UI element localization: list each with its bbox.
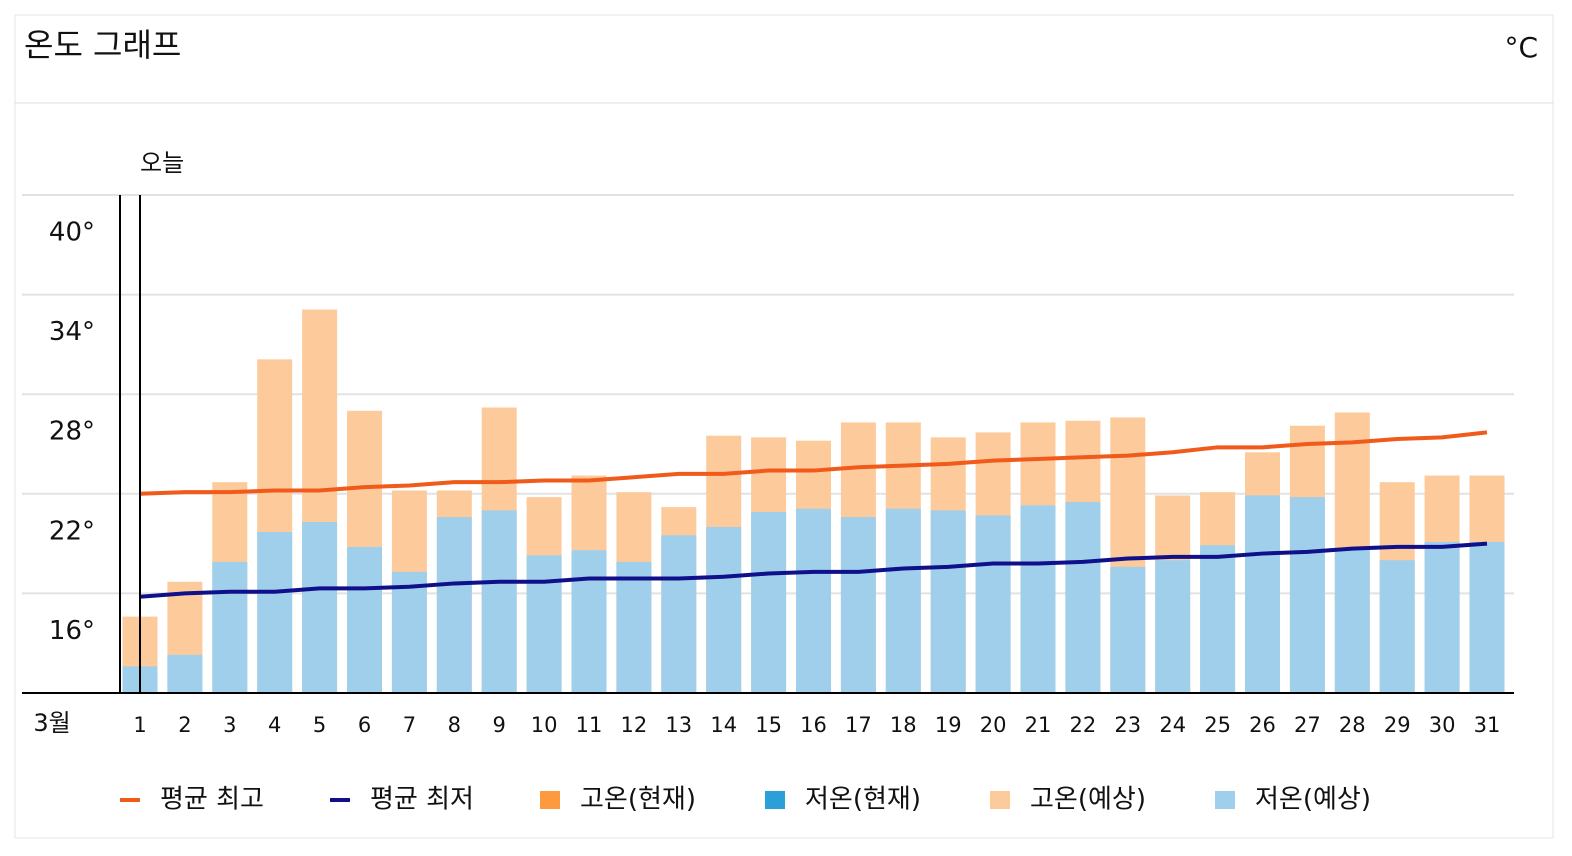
x-tick-label: 2: [178, 713, 191, 737]
bar: [302, 522, 338, 693]
line: [139, 430, 1488, 496]
bars: [122, 309, 1505, 693]
x-tick-label: 30: [1429, 713, 1456, 737]
bar: [751, 512, 787, 693]
x-tick-label: 13: [665, 713, 692, 737]
line: [139, 541, 1488, 599]
bar: [167, 654, 203, 693]
bar: [661, 535, 697, 693]
x-tick-label: 6: [358, 713, 371, 737]
x-tick-label: 4: [268, 713, 281, 737]
y-tick-label: 34°: [49, 317, 95, 347]
bar: [347, 546, 382, 693]
x-tick-label: 22: [1070, 713, 1097, 737]
x-tick-label: 28: [1339, 713, 1366, 737]
bar: [1379, 560, 1415, 693]
legend-label: 고온(현재): [580, 785, 696, 815]
bar: [1065, 502, 1101, 693]
bar: [257, 531, 293, 693]
bar: [1200, 545, 1236, 693]
bar: [885, 508, 921, 693]
bar: [391, 571, 427, 693]
y-tick-label: 40°: [49, 218, 95, 248]
bar: [571, 550, 607, 693]
x-tick-label: 12: [621, 713, 648, 737]
month-label: 3월: [33, 709, 70, 737]
chart-title: 온도 그래프: [24, 26, 181, 64]
x-tick-label: 25: [1204, 713, 1231, 737]
x-tick-label: 31: [1474, 713, 1501, 737]
bar: [1469, 541, 1505, 693]
x-tick-label: 20: [980, 713, 1007, 737]
legend-label: 평균 최고: [160, 785, 264, 815]
bar: [975, 515, 1011, 693]
legend-label: 고온(예상): [1030, 785, 1146, 815]
legend-swatch: [1215, 791, 1235, 809]
bar: [1289, 497, 1325, 693]
legend: 평균 최고 평균 최저 고온(현재) 저온(현재) 고온(예상) 저온(예상): [120, 785, 1371, 815]
bar: [840, 517, 876, 693]
x-tick-label: 11: [576, 713, 603, 737]
legend-swatch: [540, 791, 560, 809]
x-tick-label: 17: [845, 713, 872, 737]
x-tick-label: 24: [1159, 713, 1186, 737]
bar: [1424, 541, 1460, 693]
x-tick-label: 26: [1249, 713, 1276, 737]
x-tick-label: 27: [1294, 713, 1321, 737]
x-tick-label: 15: [755, 713, 782, 737]
x-tick-label: 23: [1114, 713, 1141, 737]
y-tick-label: 16°: [49, 616, 95, 646]
today-label: 오늘: [140, 149, 184, 177]
legend-label: 평균 최저: [370, 785, 474, 815]
x-tick-label: 29: [1384, 713, 1411, 737]
lines: [139, 430, 1488, 599]
x-tick-label: 19: [935, 713, 962, 737]
bar: [436, 517, 472, 693]
x-tick-label: 14: [710, 713, 737, 737]
bar: [616, 561, 652, 693]
bar: [481, 510, 517, 693]
bar: [1020, 505, 1056, 693]
bar: [930, 510, 966, 693]
bar: [1155, 560, 1191, 693]
x-tick-label: 3: [223, 713, 236, 737]
legend-label: 저온(현재): [805, 785, 921, 815]
legend-swatch: [990, 791, 1010, 809]
x-tick-label: 1: [133, 713, 146, 737]
y-tick-label: 28°: [49, 417, 95, 447]
x-tick-label: 18: [890, 713, 917, 737]
bar: [1110, 566, 1146, 693]
bar: [796, 508, 831, 693]
unit-label: °C: [1504, 31, 1538, 64]
x-tick-label: 10: [531, 713, 558, 737]
x-tick-label: 5: [313, 713, 326, 737]
y-tick-label: 22°: [49, 516, 95, 546]
x-tick-label: 16: [800, 713, 827, 737]
x-tick-label: 9: [493, 713, 506, 737]
bar: [1334, 548, 1370, 693]
legend-swatch: [765, 791, 785, 809]
bar: [526, 555, 562, 693]
x-tick-label: 21: [1025, 713, 1052, 737]
x-tick-label: 7: [403, 713, 416, 737]
bar: [212, 561, 248, 693]
x-tick-label: 8: [448, 713, 461, 737]
bar: [706, 527, 742, 693]
legend-label: 저온(예상): [1255, 785, 1371, 815]
bar: [1245, 495, 1280, 693]
